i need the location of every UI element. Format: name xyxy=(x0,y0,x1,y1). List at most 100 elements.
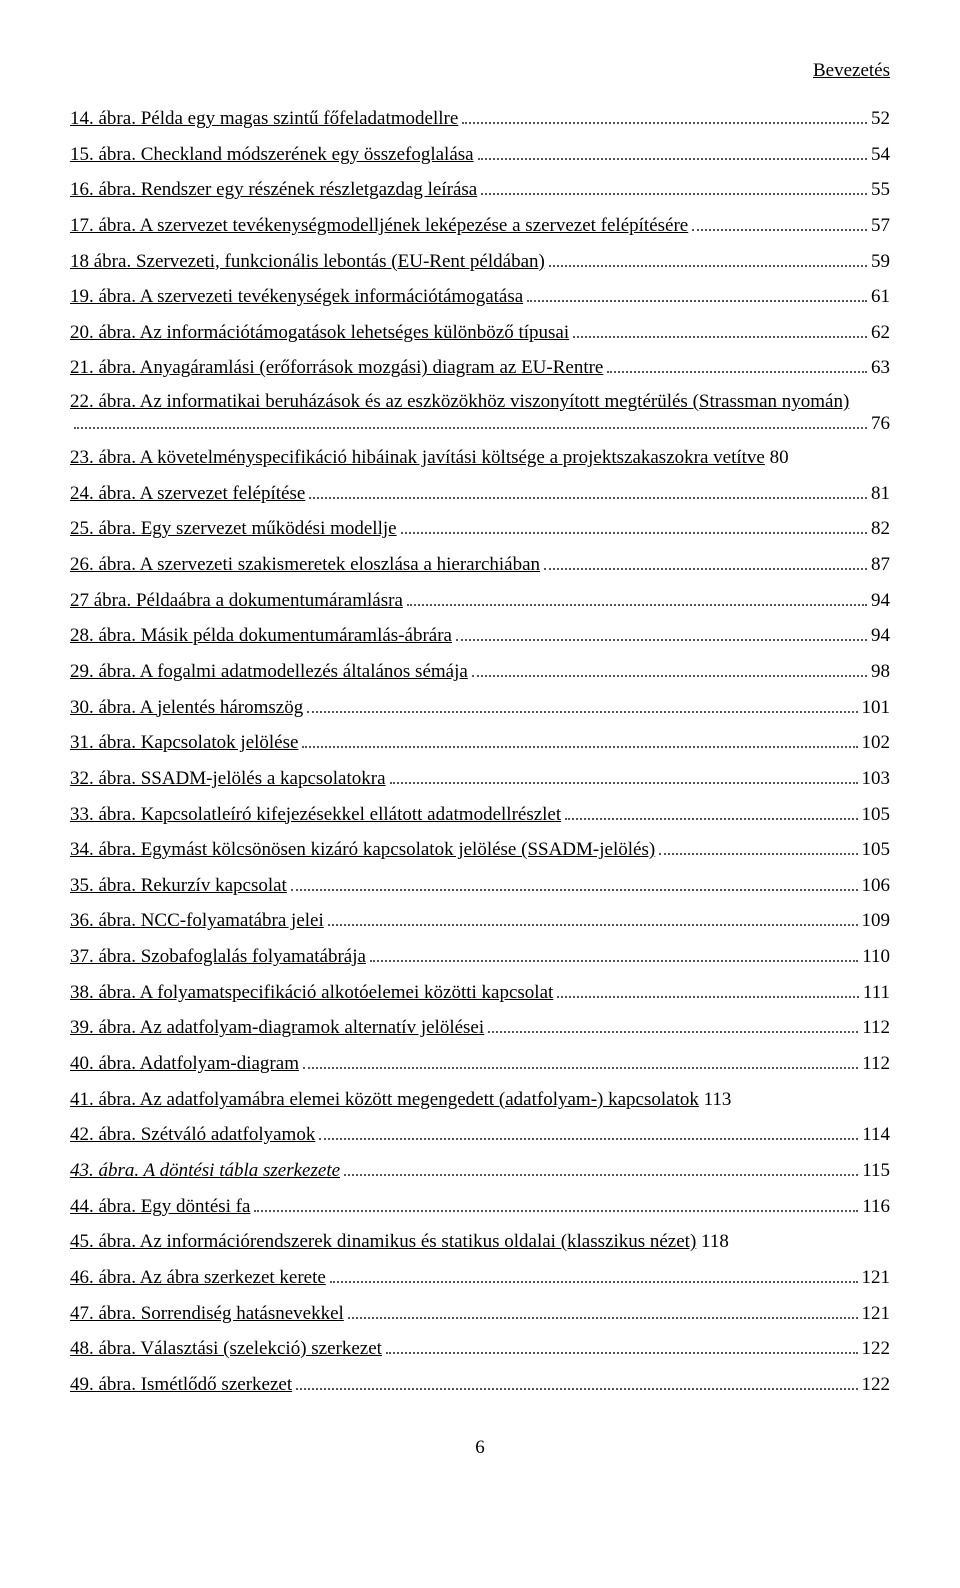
toc-page-number: 111 xyxy=(863,980,890,1006)
toc-entry-link[interactable]: 49. ábra. Ismétlődő szerkezet xyxy=(70,1374,292,1395)
toc-page-number: 115 xyxy=(862,1158,890,1184)
toc-page-number: 52 xyxy=(871,106,890,132)
toc-entry-link[interactable]: 34. ábra. Egymást kölcsönösen kizáró kap… xyxy=(70,839,655,860)
toc-entry-link[interactable]: 31. ábra. Kapcsolatok jelölése xyxy=(70,732,298,753)
leader-dots xyxy=(319,1125,858,1140)
toc-entry-link[interactable]: 25. ábra. Egy szervezet működési modellj… xyxy=(70,518,397,539)
toc-entry: 34. ábra. Egymást kölcsönösen kizáró kap… xyxy=(70,837,890,863)
toc-page-number: 81 xyxy=(871,481,890,507)
toc-page-number: 94 xyxy=(871,588,890,614)
toc-entry-link[interactable]: 42. ábra. Szétváló adatfolyamok xyxy=(70,1124,315,1145)
toc-page-number: 110 xyxy=(862,944,890,970)
leader-dots xyxy=(309,483,867,498)
toc-entry: 18 ábra. Szervezeti, funkcionális lebont… xyxy=(70,249,890,275)
toc-page-number: 101 xyxy=(862,695,891,721)
leader-dots xyxy=(386,1339,858,1354)
toc-entry-link[interactable]: 40. ábra. Adatfolyam-diagram xyxy=(70,1053,299,1074)
toc-entry: 36. ábra. NCC-folyamatábra jelei109 xyxy=(70,908,890,934)
page-header: Bevezetés xyxy=(70,60,890,82)
toc-entry-link[interactable]: 43. ábra. A döntési tábla szerkezete xyxy=(70,1160,340,1181)
toc-entry-link[interactable]: 22. ábra. Az informatikai beruházások és… xyxy=(70,391,849,412)
toc-entry-link[interactable]: 21. ábra. Anyagáramlási (erőforrások moz… xyxy=(70,357,603,378)
toc-entry: 22. ábra. Az informatikai beruházások és… xyxy=(70,391,890,435)
toc-entry-link[interactable]: 48. ábra. Választási (szelekció) szerkez… xyxy=(70,1338,382,1359)
toc-entry: 19. ábra. A szervezeti tevékenységek inf… xyxy=(70,284,890,310)
toc-entry: 20. ábra. Az információtámogatások lehet… xyxy=(70,320,890,346)
toc-entry-link[interactable]: 44. ábra. Egy döntési fa xyxy=(70,1196,250,1217)
toc-entry: 25. ábra. Egy szervezet működési modellj… xyxy=(70,516,890,542)
toc-entry: 46. ábra. Az ábra szerkezet kerete121 xyxy=(70,1265,890,1291)
toc-entry: 38. ábra. A folyamatspecifikáció alkotóe… xyxy=(70,980,890,1006)
toc-entry-link[interactable]: 26. ábra. A szervezeti szakismeretek elo… xyxy=(70,554,540,575)
toc-page-number: 82 xyxy=(871,516,890,542)
leader-dots xyxy=(407,590,867,605)
toc-entry-link[interactable]: 17. ábra. A szervezet tevékenységmodellj… xyxy=(70,215,688,236)
toc-page-number: 105 xyxy=(862,837,891,863)
leader-dots xyxy=(330,1268,858,1283)
toc-entry-link[interactable]: 33. ábra. Kapcsolatleíró kifejezésekkel … xyxy=(70,804,561,825)
leader-dots xyxy=(478,144,867,159)
leader-dots xyxy=(74,414,867,429)
leader-dots xyxy=(348,1303,858,1318)
leader-dots xyxy=(344,1161,858,1176)
toc-page-number: 102 xyxy=(862,730,891,756)
toc-entry-link[interactable]: 14. ábra. Példa egy magas szintű főfelad… xyxy=(70,108,458,129)
toc-entry-link[interactable]: 23. ábra. A követelményspecifikáció hibá… xyxy=(70,447,765,468)
toc-entry-link[interactable]: 45. ábra. Az információrendszerek dinami… xyxy=(70,1231,696,1252)
toc-entry-link[interactable]: 15. ábra. Checkland módszerének egy össz… xyxy=(70,144,474,165)
toc-entry: 29. ábra. A fogalmi adatmodellezés által… xyxy=(70,659,890,685)
toc-entry-link[interactable]: 20. ábra. Az információtámogatások lehet… xyxy=(70,322,569,343)
toc-entry: 40. ábra. Adatfolyam-diagram 112 xyxy=(70,1051,890,1077)
leader-dots xyxy=(557,982,859,997)
toc-page-number: 112 xyxy=(862,1051,890,1077)
leader-dots xyxy=(565,804,857,819)
toc-page-number: 105 xyxy=(862,802,891,828)
toc-entry-link[interactable]: 41. ábra. Az adatfolyamábra elemei közöt… xyxy=(70,1089,699,1110)
toc-entry: 42. ábra. Szétváló adatfolyamok114 xyxy=(70,1122,890,1148)
toc-entry: 33. ábra. Kapcsolatleíró kifejezésekkel … xyxy=(70,802,890,828)
toc-entry: 15. ábra. Checkland módszerének egy össz… xyxy=(70,142,890,168)
toc-page-number: 122 xyxy=(862,1336,891,1362)
toc-entry: 32. ábra. SSADM-jelölés a kapcsolatokra1… xyxy=(70,766,890,792)
leader-dots xyxy=(544,555,867,570)
toc-entry-link[interactable]: 16. ábra. Rendszer egy részének részletg… xyxy=(70,179,477,200)
toc-entry-link[interactable]: 35. ábra. Rekurzív kapcsolat xyxy=(70,875,287,896)
toc-entry-link[interactable]: 46. ábra. Az ábra szerkezet kerete xyxy=(70,1267,326,1288)
leader-dots xyxy=(456,626,867,641)
leader-dots xyxy=(328,911,858,926)
toc-page-number: 112 xyxy=(862,1015,890,1041)
toc-entry-link[interactable]: 37. ábra. Szobafoglalás folyamatábrája xyxy=(70,946,366,967)
toc-entry: 45. ábra. Az információrendszerek dinami… xyxy=(70,1229,890,1255)
leader-dots xyxy=(607,358,867,373)
toc-entry-link[interactable]: 18 ábra. Szervezeti, funkcionális lebont… xyxy=(70,251,545,272)
toc-entry: 41. ábra. Az adatfolyamábra elemei közöt… xyxy=(70,1087,890,1113)
leader-dots xyxy=(659,840,857,855)
leader-dots xyxy=(296,1374,857,1389)
toc-entry-link[interactable]: 32. ábra. SSADM-jelölés a kapcsolatokra xyxy=(70,768,386,789)
toc-entry-link[interactable]: 19. ábra. A szervezeti tevékenységek inf… xyxy=(70,286,523,307)
toc-entry-link[interactable]: 29. ábra. A fogalmi adatmodellezés által… xyxy=(70,661,468,682)
page-number: 6 xyxy=(70,1437,890,1459)
toc-entry: 28. ábra. Másik példa dokumentumáramlás-… xyxy=(70,623,890,649)
toc-page-number: 94 xyxy=(871,623,890,649)
leader-dots xyxy=(302,733,857,748)
toc-entry: 44. ábra. Egy döntési fa116 xyxy=(70,1194,890,1220)
toc-entry-link[interactable]: 38. ábra. A folyamatspecifikáció alkotóe… xyxy=(70,982,553,1003)
toc-page-number: 80 xyxy=(765,445,789,471)
toc-entry-link[interactable]: 28. ábra. Másik példa dokumentumáramlás-… xyxy=(70,625,452,646)
toc-entry-link[interactable]: 27 ábra. Példaábra a dokumentumáramlásra xyxy=(70,590,403,611)
toc-entry-link[interactable]: 47. ábra. Sorrendiség hatásnevekkel xyxy=(70,1303,344,1324)
toc-page-number: 57 xyxy=(871,213,890,239)
toc-entry-link[interactable]: 39. ábra. Az adatfolyam-diagramok altern… xyxy=(70,1017,484,1038)
toc-page-number: 76 xyxy=(871,413,890,435)
toc-page-number: 87 xyxy=(871,552,890,578)
toc-entry-link[interactable]: 24. ábra. A szervezet felépítése xyxy=(70,483,305,504)
leader-dots xyxy=(692,216,867,231)
toc-entry: 23. ábra. A követelményspecifikáció hibá… xyxy=(70,445,890,471)
toc-entry-link[interactable]: 36. ábra. NCC-folyamatábra jelei xyxy=(70,910,324,931)
toc-entry: 37. ábra. Szobafoglalás folyamatábrája 11… xyxy=(70,944,890,970)
toc-page-number: 118 xyxy=(696,1229,729,1255)
toc-entry-link[interactable]: 30. ábra. A jelentés háromszög xyxy=(70,697,303,718)
toc-entry: 35. ábra. Rekurzív kapcsolat106 xyxy=(70,873,890,899)
toc-page-number: 54 xyxy=(871,142,890,168)
